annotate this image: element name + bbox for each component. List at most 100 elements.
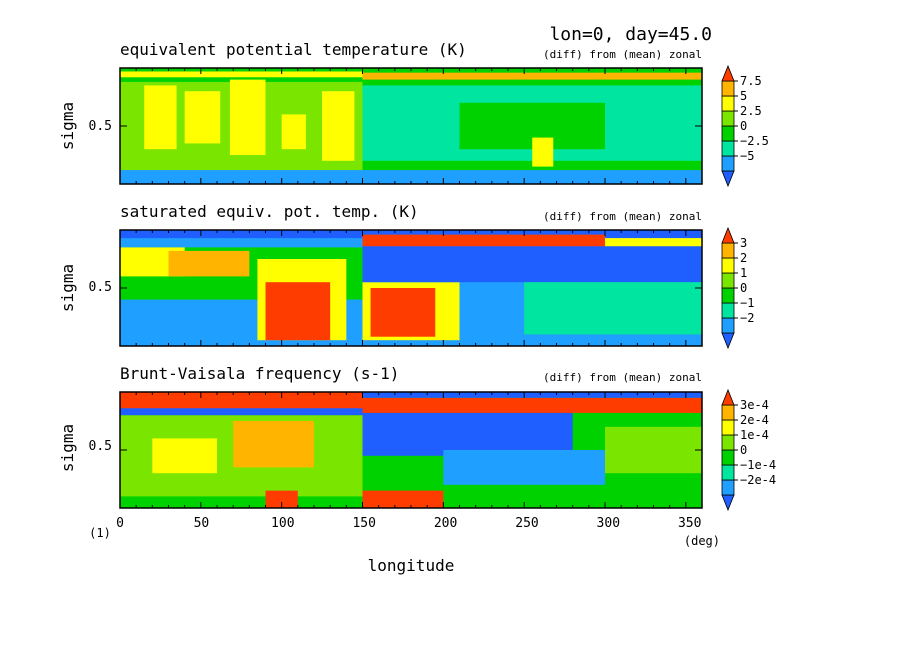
heatmap-cell bbox=[120, 170, 702, 184]
heatmap-cell bbox=[362, 409, 573, 456]
colorbar-swatch bbox=[721, 317, 735, 334]
colorbar-label: −2.5 bbox=[740, 134, 769, 148]
colorbar-label: 2e-4 bbox=[740, 413, 769, 427]
colorbar-swatch bbox=[721, 287, 735, 304]
x-tick-label: 250 bbox=[515, 516, 538, 531]
y-axis-label: sigma bbox=[58, 264, 77, 312]
heatmap-cell bbox=[532, 137, 554, 167]
x-tick-label: 0 bbox=[116, 516, 124, 531]
x-tick-label: 350 bbox=[678, 516, 701, 531]
x-tick-label: 150 bbox=[352, 516, 375, 531]
colorbar-swatch bbox=[721, 95, 735, 112]
colorbar-swatch bbox=[721, 479, 735, 496]
heatmap-cell bbox=[605, 238, 702, 247]
x-axis-unit: (deg) bbox=[684, 534, 720, 548]
colorbar-label: 0 bbox=[740, 281, 747, 295]
panel-title: equivalent potential temperature (K) bbox=[120, 40, 467, 59]
y-tick-label: 0.5 bbox=[89, 280, 112, 295]
colorbar-swatch bbox=[721, 449, 735, 466]
colorbar: 7.552.50−2.5−5 bbox=[721, 64, 769, 188]
heatmap-cell bbox=[152, 438, 217, 474]
heatmap-cell bbox=[265, 490, 298, 508]
heatmap-cell bbox=[265, 282, 331, 341]
colorbar-label: −2e-4 bbox=[740, 473, 776, 487]
heatmap-cell bbox=[362, 243, 702, 283]
heatmap-cell bbox=[524, 282, 702, 335]
heatmap-cell bbox=[362, 72, 702, 80]
x-tick-label: 200 bbox=[434, 516, 457, 531]
figure-title: lon=0, day=45.0 bbox=[549, 24, 712, 45]
panel-brunt-vaisala-frequency: Brunt-Vaisala frequency (s-1) (diff) fro… bbox=[58, 364, 776, 512]
x-axis: 0 50 100 150 200 250 300 350 longitude (… bbox=[89, 516, 720, 575]
colorbar-arrow-top bbox=[721, 226, 735, 244]
panel-subtitle: (diff) from (mean) zonal bbox=[543, 371, 702, 384]
colorbar-swatch bbox=[721, 302, 735, 319]
heatmap-cell bbox=[120, 71, 363, 78]
heatmap-cell bbox=[184, 91, 221, 144]
colorbar-label: −5 bbox=[740, 149, 754, 163]
colorbar-label: −1 bbox=[740, 296, 754, 310]
y-axis-label: sigma bbox=[58, 102, 77, 150]
colorbar-swatch bbox=[721, 434, 735, 451]
colorbar-label: 7.5 bbox=[740, 74, 762, 88]
colorbar-swatch bbox=[721, 155, 735, 172]
panel-subtitle: (diff) from (mean) zonal bbox=[543, 210, 702, 223]
heatmap-field bbox=[120, 230, 702, 346]
heatmap-cell bbox=[443, 450, 605, 485]
heatmap-cell bbox=[229, 79, 266, 155]
colorbar-arrow-bottom bbox=[721, 170, 735, 188]
y-tick-label: 0.5 bbox=[89, 119, 112, 134]
heatmap-cell bbox=[370, 288, 436, 337]
heatmap-field bbox=[120, 68, 702, 184]
x-tick-label: 100 bbox=[271, 516, 294, 531]
colorbar-label: 3 bbox=[740, 236, 747, 250]
colorbar-label: 2.5 bbox=[740, 104, 762, 118]
panel-subtitle: (diff) from (mean) zonal bbox=[543, 48, 702, 61]
heatmap-cell bbox=[362, 397, 702, 413]
heatmap-cell bbox=[362, 490, 444, 508]
y-axis-label: sigma bbox=[58, 424, 77, 472]
colorbar-swatch bbox=[721, 419, 735, 436]
heatmap-cell bbox=[168, 250, 250, 277]
colorbar-swatch bbox=[721, 110, 735, 127]
colorbar-label: 1 bbox=[740, 266, 747, 280]
colorbar-swatch bbox=[721, 125, 735, 142]
heatmap-cell bbox=[120, 408, 363, 416]
panel-saturated-equiv-pot-temp: saturated equiv. pot. temp. (K) (diff) f… bbox=[58, 202, 754, 350]
x-tick-label: 50 bbox=[194, 516, 210, 531]
colorbar: 3e-42e-41e-40−1e-4−2e-4 bbox=[721, 388, 776, 512]
panel-title: Brunt-Vaisala frequency (s-1) bbox=[120, 364, 399, 383]
colorbar-label: 2 bbox=[740, 251, 747, 265]
colorbar-arrow-top bbox=[721, 388, 735, 406]
colorbar-swatch bbox=[721, 404, 735, 421]
heatmap-cell bbox=[362, 234, 605, 247]
heatmap-field bbox=[120, 392, 702, 508]
heatmap-cell bbox=[120, 392, 363, 410]
heatmap-cell bbox=[233, 421, 314, 468]
colorbar-label: 5 bbox=[740, 89, 747, 103]
colorbar-label: 0 bbox=[740, 443, 747, 457]
y-tick-label: 0.5 bbox=[89, 439, 112, 454]
colorbar-swatch bbox=[721, 80, 735, 97]
colorbar-label: 0 bbox=[740, 119, 747, 133]
colorbar-arrow-bottom bbox=[721, 494, 735, 512]
x-axis-label: longitude bbox=[368, 556, 455, 575]
heatmap-cell bbox=[362, 392, 702, 398]
colorbar-label: 3e-4 bbox=[740, 398, 769, 412]
colorbar-label: −1e-4 bbox=[740, 458, 776, 472]
colorbar-swatch bbox=[721, 140, 735, 157]
colorbar-label: −2 bbox=[740, 311, 754, 325]
corner-label: (1) bbox=[89, 526, 111, 540]
colorbar-arrow-top bbox=[721, 64, 735, 82]
colorbar-label: 1e-4 bbox=[740, 428, 769, 442]
colorbar-swatch bbox=[721, 464, 735, 481]
x-tick-label: 300 bbox=[597, 516, 620, 531]
heatmap-cell bbox=[605, 426, 702, 474]
heatmap-cell bbox=[281, 114, 306, 150]
heatmap-cell bbox=[322, 91, 355, 161]
colorbar-swatch bbox=[721, 242, 735, 259]
panel-title: saturated equiv. pot. temp. (K) bbox=[120, 202, 419, 221]
panel-equivalent-potential-temperature: equivalent potential temperature (K) (di… bbox=[58, 40, 769, 188]
